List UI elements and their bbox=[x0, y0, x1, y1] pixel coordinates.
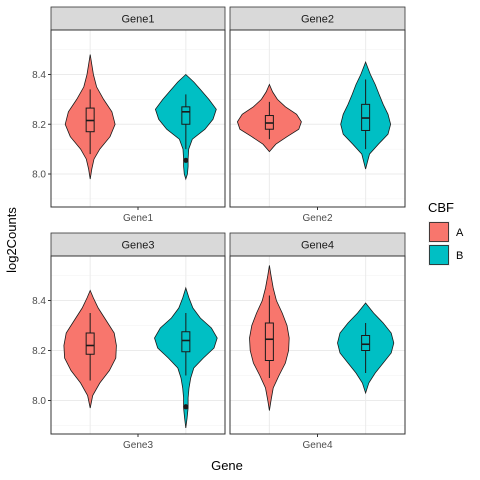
x-tick-label: Gene4 bbox=[302, 440, 332, 451]
y-tick-label: 8.2 bbox=[32, 120, 46, 131]
x-tick-label: Gene2 bbox=[302, 213, 332, 224]
violin-a bbox=[249, 265, 290, 411]
y-tick-label: 8.2 bbox=[32, 346, 46, 357]
violin-b bbox=[337, 302, 395, 395]
y-tick-label: 8.4 bbox=[32, 70, 46, 81]
panel-gene2: Gene2 Gene2 bbox=[229, 6, 406, 224]
violin-a bbox=[64, 54, 116, 180]
y-tick-label: 8.0 bbox=[32, 396, 46, 407]
strip-label: Gene3 bbox=[121, 240, 154, 252]
violin-b bbox=[340, 60, 392, 170]
violin-a bbox=[63, 289, 117, 409]
legend-label-a: A bbox=[456, 227, 464, 239]
legend-title: CBF bbox=[428, 200, 454, 215]
outlier-point bbox=[183, 157, 189, 163]
legend-label-b: B bbox=[456, 250, 463, 262]
box-iqr bbox=[85, 332, 95, 355]
panel-gene1: Gene1 Gene1 8.0 8.2 8.4 bbox=[32, 6, 226, 224]
legend-key-a bbox=[429, 222, 449, 242]
panel-gene4: Gene4 Gene4 bbox=[229, 232, 406, 451]
strip-label: Gene2 bbox=[301, 14, 334, 26]
panel-gene3: Gene3 Gene3 8.0 8.2 8.4 bbox=[32, 232, 226, 451]
y-tick-label: 8.4 bbox=[32, 296, 46, 307]
y-axis-title: log2Counts bbox=[4, 207, 19, 273]
x-tick-label: Gene1 bbox=[123, 213, 153, 224]
y-tick-label: 8.0 bbox=[32, 170, 46, 181]
box-iqr bbox=[181, 331, 191, 353]
box-iqr bbox=[361, 335, 371, 351]
strip-label: Gene1 bbox=[121, 14, 154, 26]
box-iqr bbox=[264, 322, 274, 361]
outlier-point bbox=[183, 404, 189, 410]
legend: CBF AB bbox=[428, 200, 464, 266]
panels-layer: Gene1 Gene1 8.0 8.2 8.4 Gene2 Gene2 Gene3 Gene3 8… bbox=[32, 6, 406, 451]
legend-key-b bbox=[429, 245, 449, 265]
box-iqr bbox=[181, 106, 191, 125]
x-axis-title: Gene bbox=[211, 458, 243, 473]
strip-label: Gene4 bbox=[301, 240, 334, 252]
violin-a bbox=[236, 83, 302, 153]
x-tick-label: Gene3 bbox=[123, 440, 153, 451]
